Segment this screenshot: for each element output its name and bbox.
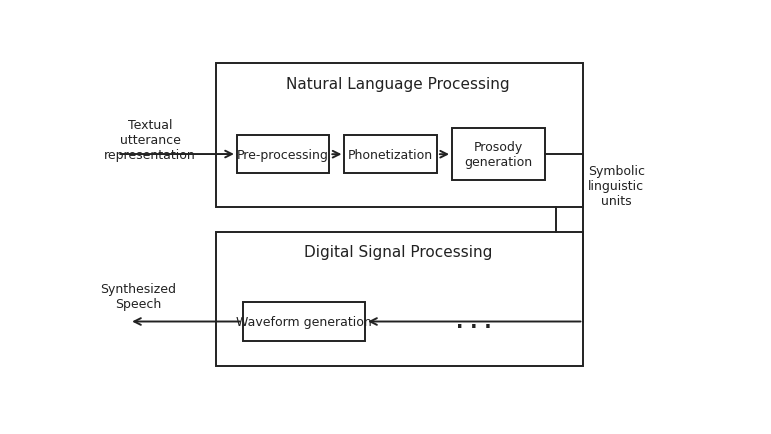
Bar: [216, 233, 584, 366]
Text: . . .: . . .: [456, 312, 492, 331]
Text: Waveform generation: Waveform generation: [236, 316, 372, 329]
Text: Synthesized
Speech: Synthesized Speech: [100, 282, 177, 310]
Bar: [237, 135, 329, 174]
Text: Digital Signal Processing: Digital Signal Processing: [304, 244, 493, 259]
Text: Prosody
generation: Prosody generation: [464, 141, 532, 169]
Bar: [216, 64, 584, 207]
Bar: [345, 135, 437, 174]
Text: Natural Language Processing: Natural Language Processing: [286, 77, 510, 92]
Text: Textual
utterance
representation: Textual utterance representation: [104, 119, 196, 162]
Bar: [452, 129, 544, 181]
Text: Symbolic
linguistic
units: Symbolic linguistic units: [588, 164, 645, 207]
Text: Pre-processing: Pre-processing: [237, 148, 329, 161]
Text: Phonetization: Phonetization: [348, 148, 433, 161]
Bar: [243, 303, 365, 341]
